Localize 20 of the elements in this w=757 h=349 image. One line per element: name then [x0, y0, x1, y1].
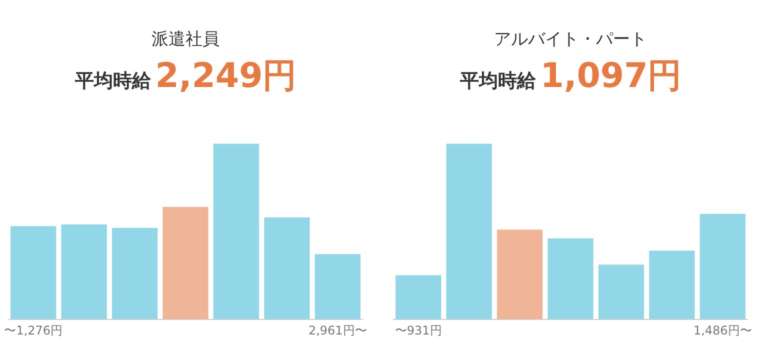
chart-title: 派遣社員 — [152, 29, 220, 50]
bar — [264, 217, 310, 319]
bar — [10, 226, 56, 319]
bar — [112, 228, 158, 319]
bar — [396, 275, 442, 319]
x-tick-label: 2,961円〜 — [308, 323, 367, 338]
bar — [213, 144, 260, 319]
bar — [446, 144, 492, 319]
bar — [496, 230, 543, 319]
x-tick-label: 1,486円〜 — [693, 323, 752, 338]
bar — [61, 224, 107, 319]
bar — [649, 250, 695, 319]
bar — [548, 238, 594, 319]
x-tick-label: 〜1,276円 — [4, 323, 63, 338]
chart-title: アルバイト・パート — [494, 29, 647, 50]
bar — [314, 254, 360, 319]
bar — [700, 214, 746, 319]
bar — [162, 206, 208, 319]
bar — [598, 264, 644, 319]
x-tick-label: 〜931円 — [394, 323, 442, 338]
